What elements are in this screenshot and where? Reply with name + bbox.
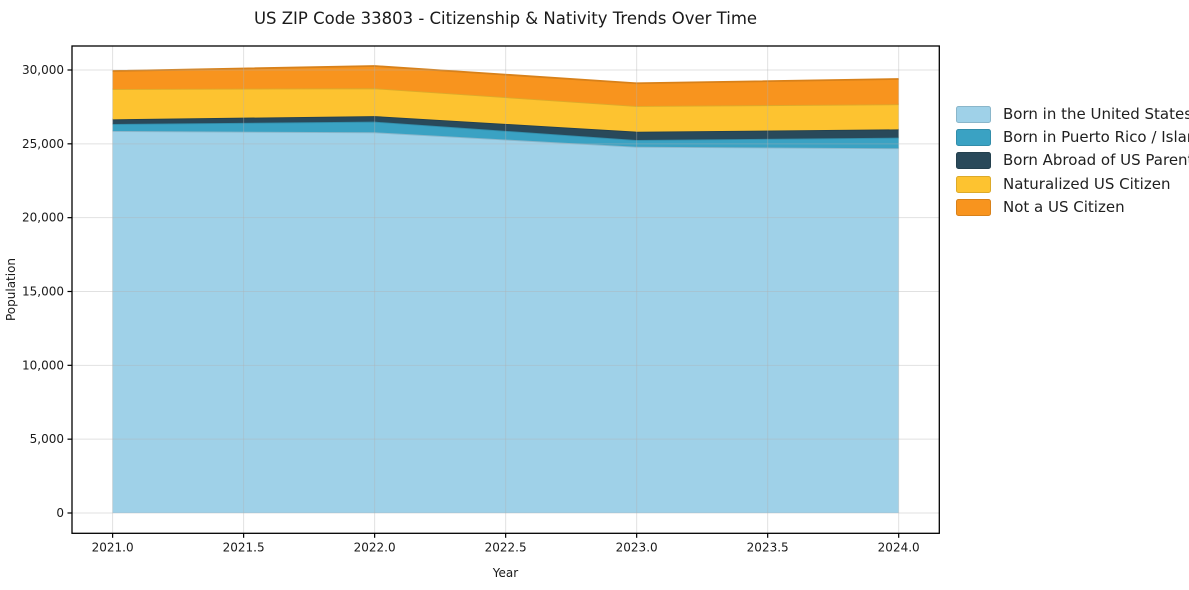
y-tick-label: 5,000 — [30, 432, 64, 446]
legend-label: Born in the United States — [1003, 105, 1189, 124]
y-tick-label: 20,000 — [22, 211, 64, 225]
x-tick-label: 2024.0 — [878, 540, 920, 554]
y-tick-label: 0 — [56, 506, 64, 520]
area-born-in-the-united-states — [112, 130, 899, 513]
chart-title: US ZIP Code 33803 - Citizenship & Nativi… — [254, 9, 757, 28]
legend-label: Born in Puerto Rico / Islands — [1003, 128, 1189, 147]
legend-row: Born in the United States — [956, 103, 1189, 126]
areas-layer — [112, 65, 899, 513]
area-born-abroad-of-us-parent-s — [112, 116, 899, 140]
x-tick-label: 2021.5 — [223, 540, 265, 554]
y-axis-label: Population — [4, 258, 18, 321]
legend-label: Not a US Citizen — [1003, 197, 1125, 216]
axes-frame — [67, 45, 940, 538]
y-tick-label: 15,000 — [22, 284, 64, 298]
legend-swatch-not-citizen — [956, 198, 991, 216]
legend-swatch-born-us — [956, 106, 991, 124]
x-tick-label: 2023.0 — [616, 540, 658, 554]
grid-layer — [72, 46, 940, 534]
x-tick-label: 2023.5 — [747, 540, 789, 554]
area-naturalized-us-citizen — [112, 88, 899, 132]
x-tick-label: 2022.5 — [485, 540, 527, 554]
y-tick-label: 10,000 — [22, 358, 64, 372]
legend-row: Not a US Citizen — [956, 196, 1189, 219]
tick-labels: 2021.0 2021.5 2022.0 2022.5 2023.0 2023.5 2024… — [22, 63, 920, 554]
x-axis-label: Year — [492, 566, 518, 580]
area-edge-not-a-us-citizen — [112, 65, 899, 85]
x-tick-label: 2022.0 — [354, 540, 396, 554]
legend-label: Born Abroad of US Parent(s) — [1003, 151, 1189, 170]
legend-swatch-naturalized — [956, 175, 991, 193]
legend-row: Born Abroad of US Parent(s) — [956, 149, 1189, 172]
area-not-a-us-citizen — [112, 66, 899, 107]
legend-row: Naturalized US Citizen — [956, 173, 1189, 196]
area-born-in-puerto-rico-islands — [112, 121, 899, 149]
y-tick-label: 25,000 — [22, 137, 64, 151]
legend-label: Naturalized US Citizen — [1003, 174, 1171, 193]
legend: Born in the United States Born in Puerto… — [956, 103, 1189, 219]
y-tick-label: 30,000 — [22, 63, 64, 77]
x-tick-label: 2021.0 — [92, 540, 134, 554]
legend-swatch-born-abroad — [956, 152, 991, 170]
legend-swatch-born-pr — [956, 129, 991, 147]
legend-row: Born in Puerto Rico / Islands — [956, 126, 1189, 149]
